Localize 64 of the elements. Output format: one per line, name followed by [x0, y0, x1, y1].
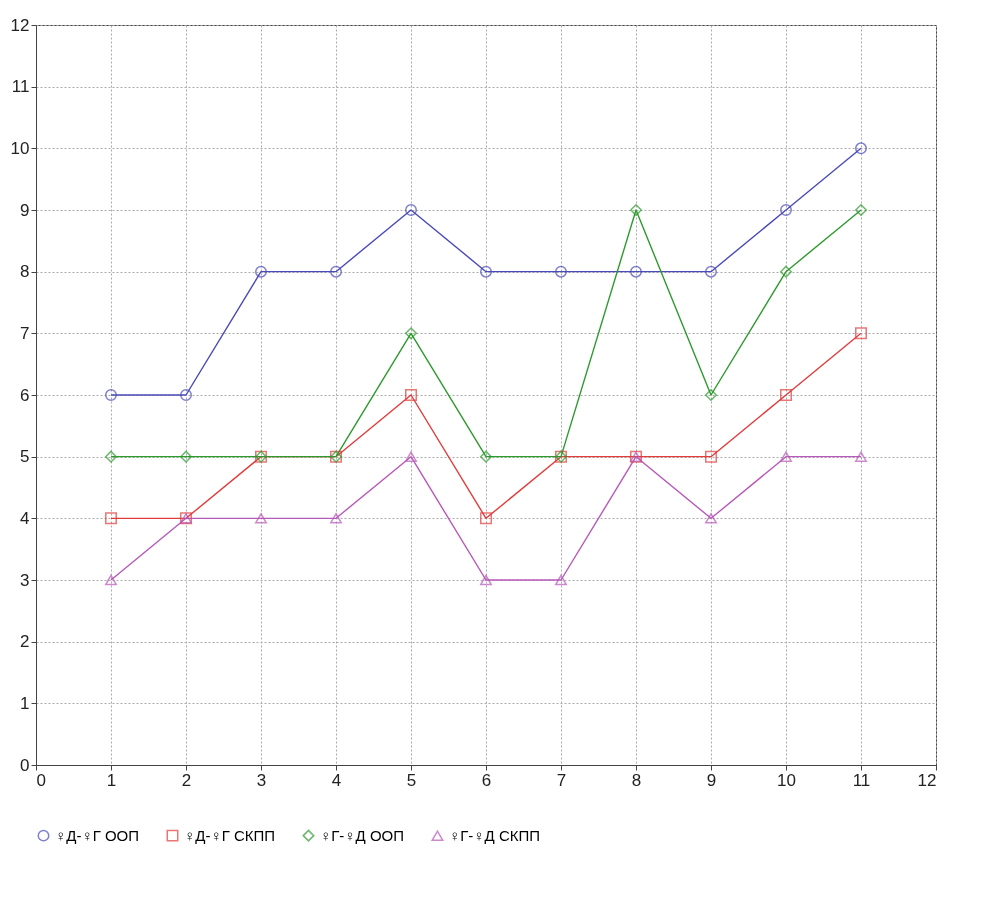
point — [255, 513, 267, 524]
point — [630, 204, 642, 216]
x-tick-label: 1 — [106, 770, 117, 790]
y-tick-label: 5 — [20, 447, 30, 467]
y-tick-label: 0 — [20, 755, 30, 775]
point — [105, 512, 117, 525]
point — [405, 451, 417, 462]
x-tick-label: 3 — [256, 770, 267, 790]
point — [180, 450, 192, 463]
x-tick-label: 2 — [181, 770, 192, 790]
x-tick-label: 6 — [481, 770, 492, 790]
x-tick-label: 4 — [331, 770, 342, 790]
legend-label: ♀Г-♀Д СКПП — [449, 826, 541, 844]
point — [105, 574, 117, 586]
point — [630, 265, 642, 278]
point — [405, 389, 417, 401]
point — [330, 513, 342, 524]
point — [255, 265, 267, 278]
point — [855, 142, 867, 155]
point — [480, 450, 492, 463]
x-tick-label: 8 — [631, 770, 642, 790]
point — [555, 265, 567, 278]
point — [705, 450, 717, 463]
point — [480, 574, 492, 586]
x-tick-label: 7 — [556, 770, 567, 790]
x-tick-label: 0 — [36, 770, 46, 790]
y-tick-label: 9 — [20, 200, 30, 220]
point — [405, 204, 417, 216]
y-tick-label: 4 — [20, 508, 30, 528]
point — [855, 451, 867, 462]
y-tick-label: 8 — [20, 262, 30, 282]
point — [780, 451, 792, 462]
point — [705, 265, 717, 278]
legend-label: ♀Д-♀Г ООП — [55, 826, 140, 844]
point — [780, 204, 792, 216]
legend-label: ♀Д-♀Г СКПП — [184, 826, 276, 844]
x-tick-label: 10 — [777, 770, 796, 790]
y-tick-label: 2 — [20, 632, 30, 652]
y-tick-label: 1 — [20, 693, 30, 713]
y-tick-label: 12 — [10, 15, 30, 35]
point — [105, 389, 117, 401]
point — [180, 389, 192, 401]
point — [705, 513, 717, 524]
point — [480, 265, 492, 278]
point — [330, 265, 342, 278]
point — [855, 204, 867, 216]
legend-label: ♀Г-♀Д ООП — [320, 826, 405, 844]
point — [855, 327, 867, 340]
y-tick-label: 7 — [20, 323, 30, 343]
x-tick-label: 12 — [917, 770, 937, 790]
point — [105, 450, 117, 463]
point — [780, 265, 792, 278]
point — [705, 389, 717, 401]
point — [780, 389, 792, 401]
y-tick-label: 6 — [20, 385, 30, 405]
y-tick-label: 3 — [20, 570, 30, 590]
point — [405, 327, 417, 340]
point — [480, 512, 492, 525]
x-tick-label: 9 — [706, 770, 717, 790]
x-tick-label: 5 — [406, 770, 417, 790]
x-tick-label: 11 — [852, 770, 871, 790]
y-tick-label: 10 — [10, 138, 30, 158]
point — [555, 574, 567, 586]
y-tick-label: 11 — [11, 77, 30, 97]
